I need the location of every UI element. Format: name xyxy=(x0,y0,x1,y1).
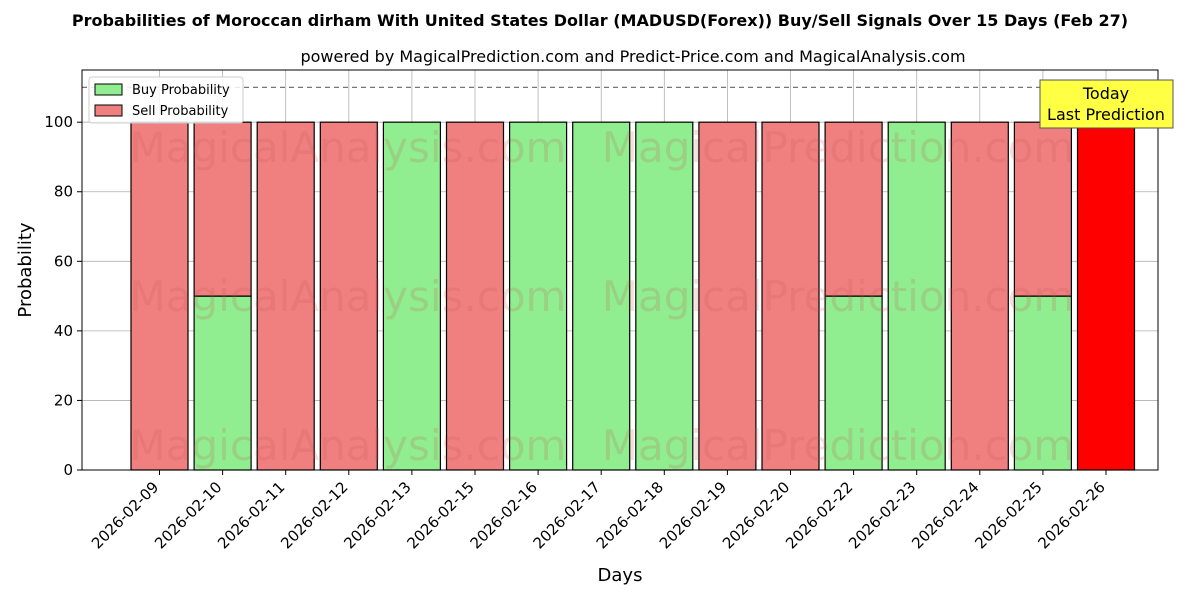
legend-label-buy: Buy Probability xyxy=(132,83,230,98)
bar-buy xyxy=(509,121,568,471)
y-tick-label: 80 xyxy=(54,183,73,201)
bar-sell xyxy=(1013,121,1073,297)
bar-sell xyxy=(950,121,1009,471)
x-tick-label: 2026-02-16 xyxy=(467,478,541,552)
plot-frame xyxy=(81,69,1159,471)
legend-swatch-buy xyxy=(94,83,123,96)
x-tick-label: 2026-02-17 xyxy=(530,478,604,552)
x-tick-label: 2026-02-19 xyxy=(656,478,730,552)
x-tick-label: 2026-02-10 xyxy=(151,478,225,552)
bar-sell xyxy=(445,121,505,471)
bar-buy xyxy=(635,121,694,471)
chart-title: Probabilities of Moroccan dirham With Un… xyxy=(72,11,1128,30)
legend-box xyxy=(88,76,244,124)
legend: Buy Probability Sell Probability xyxy=(88,76,244,124)
legend-label-sell: Sell Probability xyxy=(132,104,229,119)
watermark-text: MagicalPrediction.com xyxy=(602,421,1075,470)
bar-sell xyxy=(319,121,378,471)
today-annotation-box xyxy=(1039,79,1174,129)
watermark-text: MagicalAnalysis.com xyxy=(130,421,567,470)
bar-sell xyxy=(824,121,883,297)
x-tick-label: 2026-02-26 xyxy=(1034,478,1108,552)
x-tick-label: 2026-02-18 xyxy=(593,478,667,552)
y-tick-label: 100 xyxy=(44,113,73,131)
x-tick-label: 2026-02-25 xyxy=(971,478,1045,552)
watermark-text: MagicalPrediction.com xyxy=(602,272,1075,321)
y-tick-label: 60 xyxy=(54,252,73,270)
bar-sell xyxy=(193,121,252,297)
today-annotation-line1: Today xyxy=(1082,84,1129,103)
watermark-text: MagicalPrediction.com xyxy=(602,123,1075,172)
x-tick-label: 2026-02-12 xyxy=(277,478,351,552)
bar-buy xyxy=(382,121,441,471)
watermarks: MagicalAnalysis.com MagicalPrediction.com… xyxy=(130,123,1075,470)
x-tick-label: 2026-02-22 xyxy=(782,478,856,552)
x-tick-label: 2026-02-13 xyxy=(340,478,414,552)
x-tick-label: 2026-02-20 xyxy=(719,478,793,552)
legend-swatch-sell xyxy=(94,104,123,117)
bar-sell xyxy=(761,121,820,471)
bar-sell xyxy=(1076,121,1136,471)
y-tick-label: 0 xyxy=(63,461,73,479)
bar-buy xyxy=(824,295,883,471)
chart-subtitle: powered by MagicalPrediction.com and Pre… xyxy=(300,47,965,66)
y-tick-label: 20 xyxy=(54,391,73,409)
today-annotation-line2: Last Prediction xyxy=(1047,105,1165,124)
bar-sell xyxy=(256,121,315,471)
bar-buy xyxy=(887,121,946,471)
x-tick-label: 2026-02-11 xyxy=(214,478,288,552)
x-axis-label: Days xyxy=(598,565,643,586)
bar-sell xyxy=(698,121,757,471)
y-axis-label: Probability xyxy=(15,222,36,317)
x-tick-label: 2026-02-24 xyxy=(908,478,982,552)
today-annotation: Today Last Prediction xyxy=(1039,79,1174,129)
bar-buy xyxy=(572,121,631,471)
bar-buy xyxy=(1013,295,1073,471)
y-tick-label: 40 xyxy=(54,322,73,340)
x-tick-label: 2026-02-09 xyxy=(88,478,162,552)
watermark-text: MagicalAnalysis.com xyxy=(130,123,567,172)
bars xyxy=(130,121,1136,471)
watermark-text: MagicalAnalysis.com xyxy=(130,272,567,321)
x-tick-label: 2026-02-23 xyxy=(845,478,919,552)
x-tick-label: 2026-02-15 xyxy=(403,478,477,552)
